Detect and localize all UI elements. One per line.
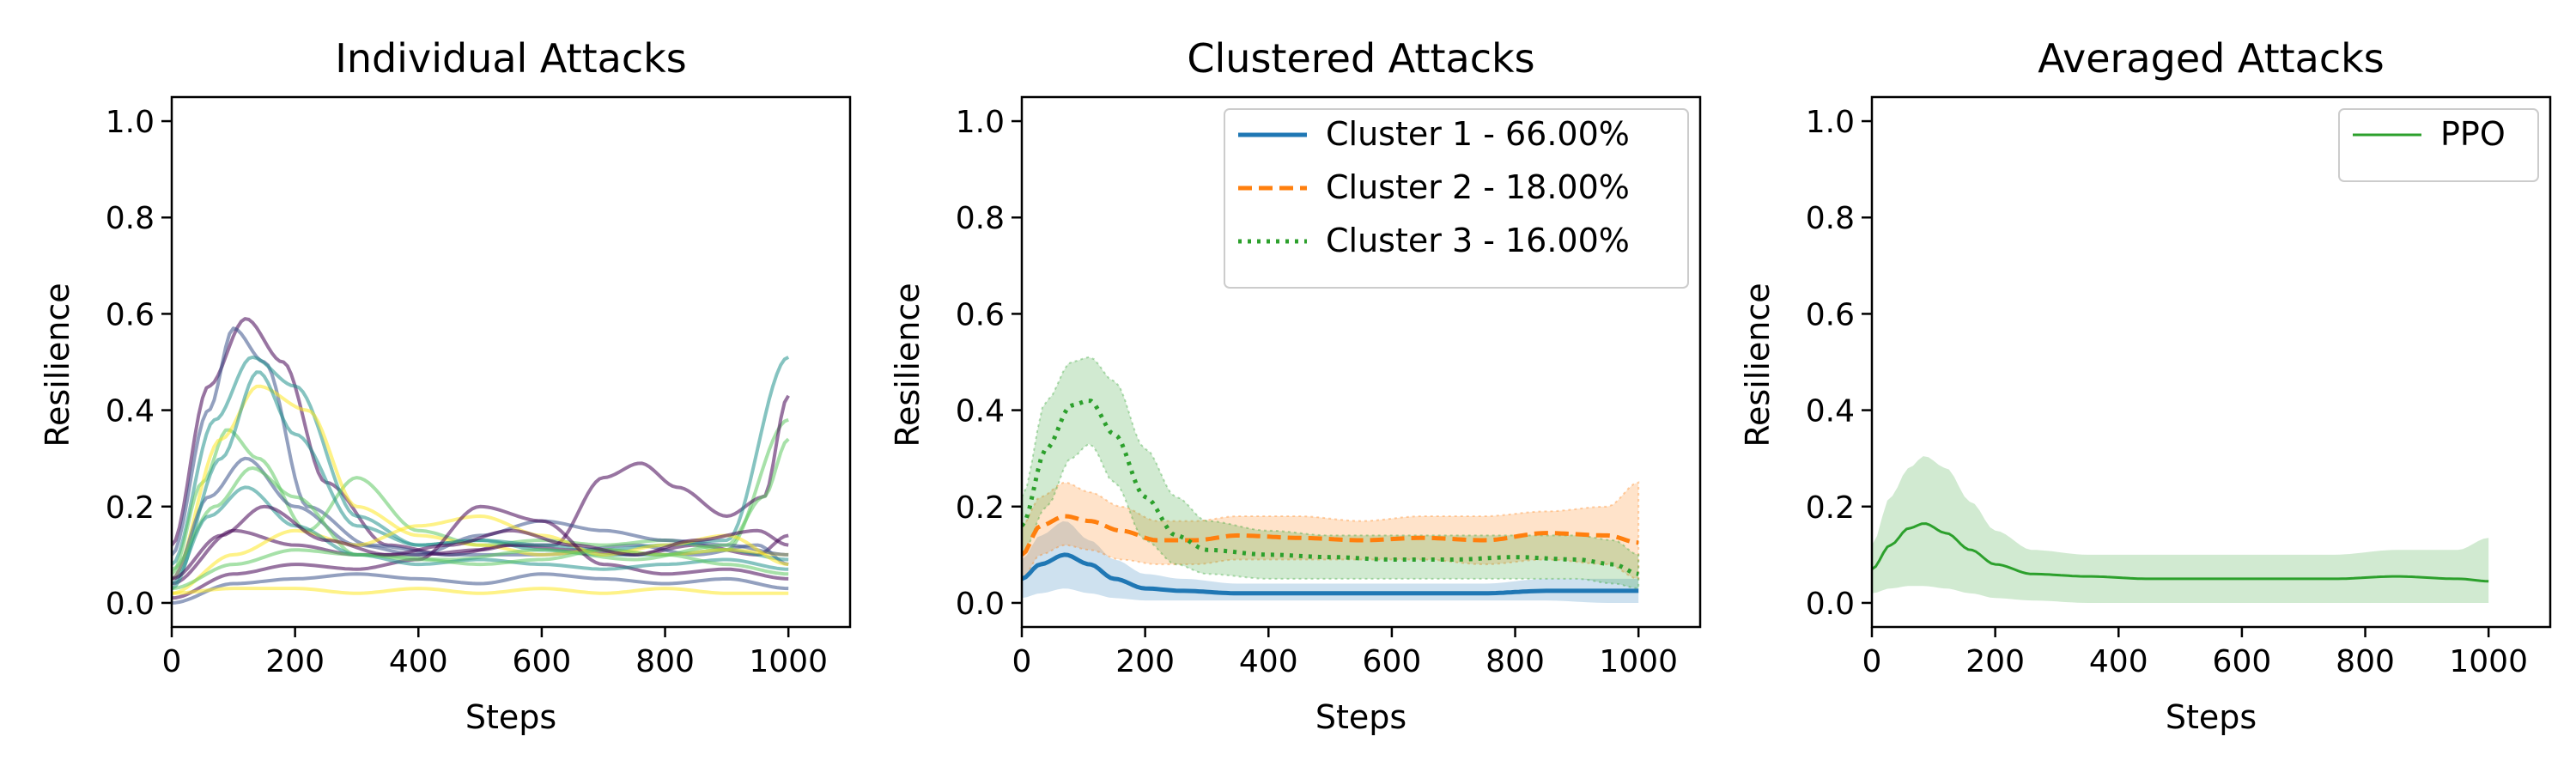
panel-title: Individual Attacks xyxy=(335,35,686,82)
x-tick-label: 600 xyxy=(1363,644,1422,679)
series-line-1 xyxy=(1022,552,1639,596)
series-line-2 xyxy=(1022,514,1639,557)
confidence-band-3 xyxy=(1022,356,1640,590)
plot-area xyxy=(1022,356,1640,603)
x-tick-label: 0 xyxy=(162,644,182,679)
series-line-9 xyxy=(172,437,790,571)
y-tick-label: 0.8 xyxy=(956,201,1005,236)
panel-title: Clustered Attacks xyxy=(1187,35,1534,82)
legend: Cluster 1 - 66.00% Cluster 2 - 18.00% Clus… xyxy=(1224,108,1689,289)
x-tick-label: 400 xyxy=(2089,644,2148,679)
x-tick-label: 600 xyxy=(2213,644,2272,679)
y-tick-label: 0.6 xyxy=(956,297,1005,332)
y-axis-label: Resilience xyxy=(39,283,76,447)
confidence-band-1 xyxy=(1022,520,1639,603)
axes-frame xyxy=(170,95,852,629)
series-line-6 xyxy=(172,394,790,586)
y-tick-label: 1.0 xyxy=(1806,105,1855,140)
x-axis-label: Steps xyxy=(465,698,556,736)
x-tick-label: 1000 xyxy=(2449,644,2528,679)
x-tick-label: 0 xyxy=(1012,644,1032,679)
x-tick-label: 0 xyxy=(1862,644,1882,679)
x-tick-label: 200 xyxy=(1115,644,1175,679)
panel-clustered-attacks: Clustered Attacks Steps Resilience 0 200 4… xyxy=(889,35,1702,736)
y-tick-label: 0.0 xyxy=(1806,587,1855,622)
legend-label: Cluster 2 - 18.00% xyxy=(1326,168,1630,206)
x-tick-label: 1000 xyxy=(749,644,828,679)
axes-frame xyxy=(1870,95,2552,629)
x-tick-label: 600 xyxy=(513,644,572,679)
y-tick-label: 0.4 xyxy=(106,394,155,429)
series-line-12 xyxy=(172,572,789,605)
x-tick-label: 1000 xyxy=(1599,644,1678,679)
y-tick-label: 0.4 xyxy=(1806,394,1855,429)
series-line-15 xyxy=(172,587,789,595)
y-tick-label: 0.0 xyxy=(956,587,1005,622)
confidence-band-1 xyxy=(1872,456,2489,603)
series-line-5 xyxy=(172,384,789,581)
y-tick-label: 0.0 xyxy=(106,587,155,622)
x-tick-label: 200 xyxy=(265,644,325,679)
y-tick-label: 1.0 xyxy=(956,105,1005,140)
x-tick-label: 800 xyxy=(2336,644,2395,679)
confidence-band-2 xyxy=(1022,481,1640,581)
panel-title: Averaged Attacks xyxy=(2038,35,2385,82)
legend-label: Cluster 3 - 16.00% xyxy=(1326,222,1630,259)
y-tick-label: 0.4 xyxy=(956,394,1005,429)
x-tick-label: 800 xyxy=(635,644,695,679)
panel-averaged-attacks: Averaged Attacks Steps Resilience 0 200 40… xyxy=(1739,35,2552,736)
y-tick-label: 0.2 xyxy=(106,490,155,526)
y-tick-label: 0.2 xyxy=(956,490,1005,526)
x-tick-label: 200 xyxy=(1965,644,2025,679)
legend-label: PPO xyxy=(2440,115,2506,153)
y-tick-label: 0.8 xyxy=(1806,201,1855,236)
series-line-13 xyxy=(172,485,789,586)
series-line-14 xyxy=(172,548,789,591)
y-axis-label: Resilience xyxy=(889,283,927,447)
axes-frame xyxy=(1020,95,1702,629)
x-tick-label: 400 xyxy=(1239,644,1298,679)
y-axis-label: Resilience xyxy=(1739,283,1777,447)
series-line-1 xyxy=(1872,522,2489,583)
series-line-11 xyxy=(172,504,789,600)
panel-individual-attacks: Individual Attacks Steps Resilience 0 200… xyxy=(39,35,852,736)
x-tick-label: 800 xyxy=(1485,644,1545,679)
legend-label: Cluster 1 - 66.00% xyxy=(1326,115,1630,153)
y-tick-label: 0.8 xyxy=(106,201,155,236)
x-tick-label: 400 xyxy=(389,644,448,679)
plot-area xyxy=(172,317,790,605)
plot-area xyxy=(1872,456,2489,603)
x-axis-label: Steps xyxy=(1315,698,1406,736)
y-tick-label: 0.6 xyxy=(106,297,155,332)
legend: PPO xyxy=(2338,108,2539,182)
y-tick-label: 1.0 xyxy=(106,105,155,140)
x-axis-label: Steps xyxy=(2166,698,2257,736)
y-tick-label: 0.2 xyxy=(1806,490,1855,526)
y-tick-label: 0.6 xyxy=(1806,297,1855,332)
series-line-3 xyxy=(1022,399,1639,576)
series-line-16 xyxy=(172,504,789,581)
